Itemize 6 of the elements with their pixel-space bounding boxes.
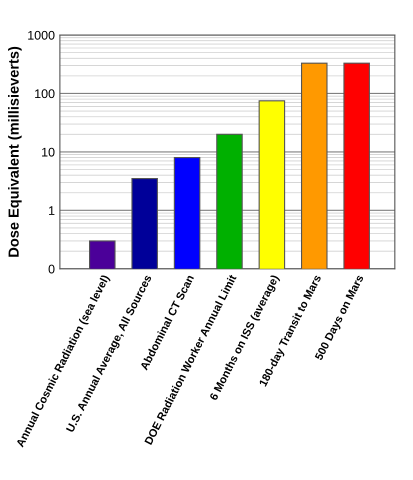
y-axis-title: Dose Equivalent (millisieverts) [8, 46, 22, 257]
y-tick-label: 1 [49, 206, 54, 215]
y-tick-label: 1000 [28, 30, 55, 40]
y-tick-label: 0 [48, 264, 55, 274]
y-tick-label: 10 [42, 148, 55, 157]
y-tick-label: 100 [35, 89, 55, 98]
